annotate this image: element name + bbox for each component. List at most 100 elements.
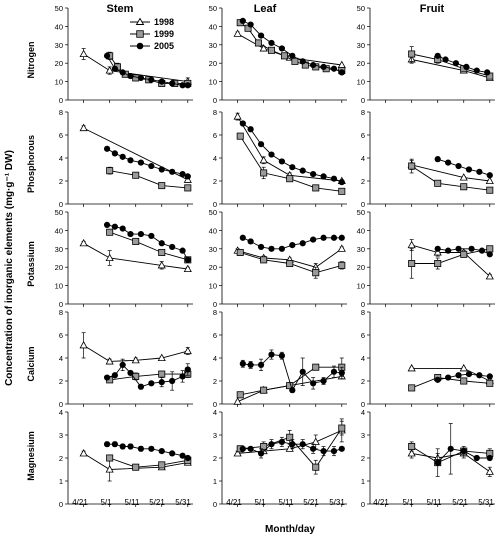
- y-tick-label: 3: [213, 431, 217, 440]
- series-1999: [236, 132, 346, 195]
- y-tick-label: 0: [213, 96, 217, 105]
- series-2005: [434, 52, 491, 76]
- series-line-1999: [411, 248, 490, 264]
- series-1999: [236, 248, 346, 279]
- legend-marker-1998: [135, 17, 145, 25]
- row-label-magnesium: Magnesium: [26, 431, 36, 481]
- data-point-2005: [257, 243, 265, 251]
- y-tick-label: 0: [213, 300, 217, 309]
- data-point-1999: [286, 175, 294, 183]
- y-tick-label: 0: [213, 400, 217, 409]
- data-point-1999: [312, 463, 320, 471]
- data-point-1999: [106, 454, 114, 462]
- data-point-2005: [169, 168, 176, 175]
- data-point-2005: [478, 247, 486, 254]
- y-tick-label: 40: [209, 226, 217, 235]
- y-tick-label: 0: [213, 200, 217, 209]
- series-line-2005: [107, 443, 188, 459]
- series-line-2005: [106, 148, 188, 177]
- series-1999: [408, 374, 494, 392]
- y-tick-label: 1: [59, 477, 63, 486]
- series-2005: [103, 221, 191, 263]
- legend-marker-1999: [136, 30, 144, 38]
- data-point-1998: [233, 29, 242, 37]
- panel-magnesium-stem: 0 1 2 3 4: [59, 408, 193, 509]
- series-line-1998: [237, 116, 342, 182]
- data-point-2005: [111, 223, 118, 230]
- x-tick-label: 5/11: [427, 498, 443, 507]
- data-point-2005: [434, 459, 441, 466]
- x-tick-labels-leaf: 4/21 5/1 5/11 5/21 5/31: [226, 498, 345, 507]
- series-line-1998: [411, 244, 491, 277]
- y-tick-label: 0: [59, 300, 63, 309]
- data-point-2005: [320, 377, 327, 385]
- data-point-2005: [330, 175, 338, 182]
- data-point-2005: [320, 448, 327, 455]
- data-point-2005: [445, 159, 452, 166]
- legend: 1998 1999 2005: [130, 17, 174, 51]
- series-line-1999: [109, 457, 188, 468]
- data-point-1998: [259, 44, 268, 52]
- panel-grid: 0102030405001020304050010203040500246802…: [55, 4, 495, 509]
- data-point-2005: [299, 167, 306, 174]
- legend-item-2005: 2005: [130, 41, 174, 51]
- data-point-1998: [79, 49, 88, 57]
- data-point-2005: [268, 39, 275, 47]
- y-tick-label: 8: [361, 108, 365, 117]
- legend-item-1999: 1999: [130, 29, 174, 39]
- y-tick-label: 50: [357, 4, 365, 13]
- y-tick-label: 1: [213, 477, 217, 486]
- x-tick-labels-fruit: 4/21 5/1 5/11 5/21 5/31: [373, 498, 494, 507]
- y-tick-label: 30: [55, 245, 63, 254]
- data-point-2005: [310, 61, 317, 69]
- data-point-1999: [158, 182, 166, 190]
- data-point-2005: [119, 361, 126, 368]
- series-2005: [434, 245, 493, 258]
- series-2005: [434, 156, 493, 179]
- data-point-1998: [233, 397, 242, 405]
- series-1999: [106, 166, 192, 192]
- y-tick-label: 30: [55, 41, 63, 50]
- data-point-2005: [268, 351, 275, 358]
- data-point-2005: [103, 145, 111, 152]
- y-tick-label: 0: [361, 96, 365, 105]
- series-1998: [233, 29, 346, 69]
- y-axis-label: Concentration of inorganic elements (mg·…: [4, 150, 15, 386]
- data-point-1999: [132, 463, 140, 471]
- column-title-stem: Stem: [107, 3, 134, 15]
- data-point-1999: [260, 386, 268, 394]
- series-1999: [236, 357, 346, 399]
- y-tick-label: 2: [361, 454, 365, 463]
- legend-item-1998: 1998: [130, 17, 174, 27]
- data-point-1999: [291, 57, 299, 65]
- y-tick-label: 6: [59, 131, 63, 140]
- data-point-2005: [148, 232, 155, 240]
- data-point-2005: [257, 450, 265, 457]
- data-point-2005: [338, 69, 345, 76]
- data-point-1999: [236, 132, 244, 140]
- data-point-2005: [320, 173, 327, 180]
- data-point-2005: [476, 372, 483, 379]
- data-point-1998: [105, 465, 114, 473]
- data-point-2005: [103, 221, 111, 228]
- data-point-1999: [254, 39, 262, 47]
- data-point-1998: [407, 363, 416, 372]
- row-label-calcium: Calcium: [26, 346, 36, 381]
- y-tick-label: 6: [361, 131, 365, 140]
- data-point-2005: [310, 171, 317, 178]
- panel-calcium-leaf: 0 2 4 6 8: [213, 308, 347, 409]
- x-tick-label: 5/21: [452, 498, 468, 507]
- data-point-2005: [239, 234, 246, 241]
- data-point-2005: [137, 445, 145, 452]
- y-tick-label: 20: [357, 263, 365, 272]
- data-point-2005: [119, 69, 126, 76]
- data-point-1999: [280, 52, 288, 60]
- x-tick-label: 5/1: [402, 498, 414, 507]
- data-point-2005: [111, 441, 118, 448]
- series-1999: [106, 228, 192, 264]
- data-point-2005: [476, 168, 483, 175]
- data-point-2005: [455, 372, 462, 379]
- data-point-1999: [486, 379, 494, 387]
- data-point-2005: [289, 52, 296, 59]
- data-point-2005: [247, 445, 254, 452]
